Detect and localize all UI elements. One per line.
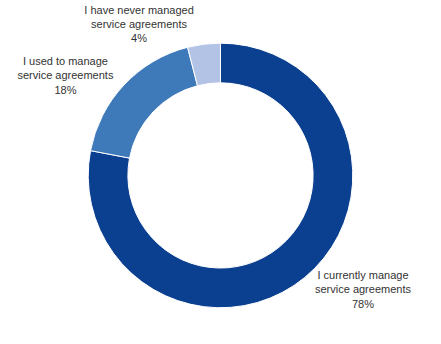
svg-text:I have never managedservice ag: I have never managedservice agreements4% [84,4,193,45]
svg-text:I currently manageservice agre: I currently manageservice agreements78% [315,269,411,310]
svg-text:I used to manageservice agreem: I used to manageservice agreements18% [17,55,113,96]
